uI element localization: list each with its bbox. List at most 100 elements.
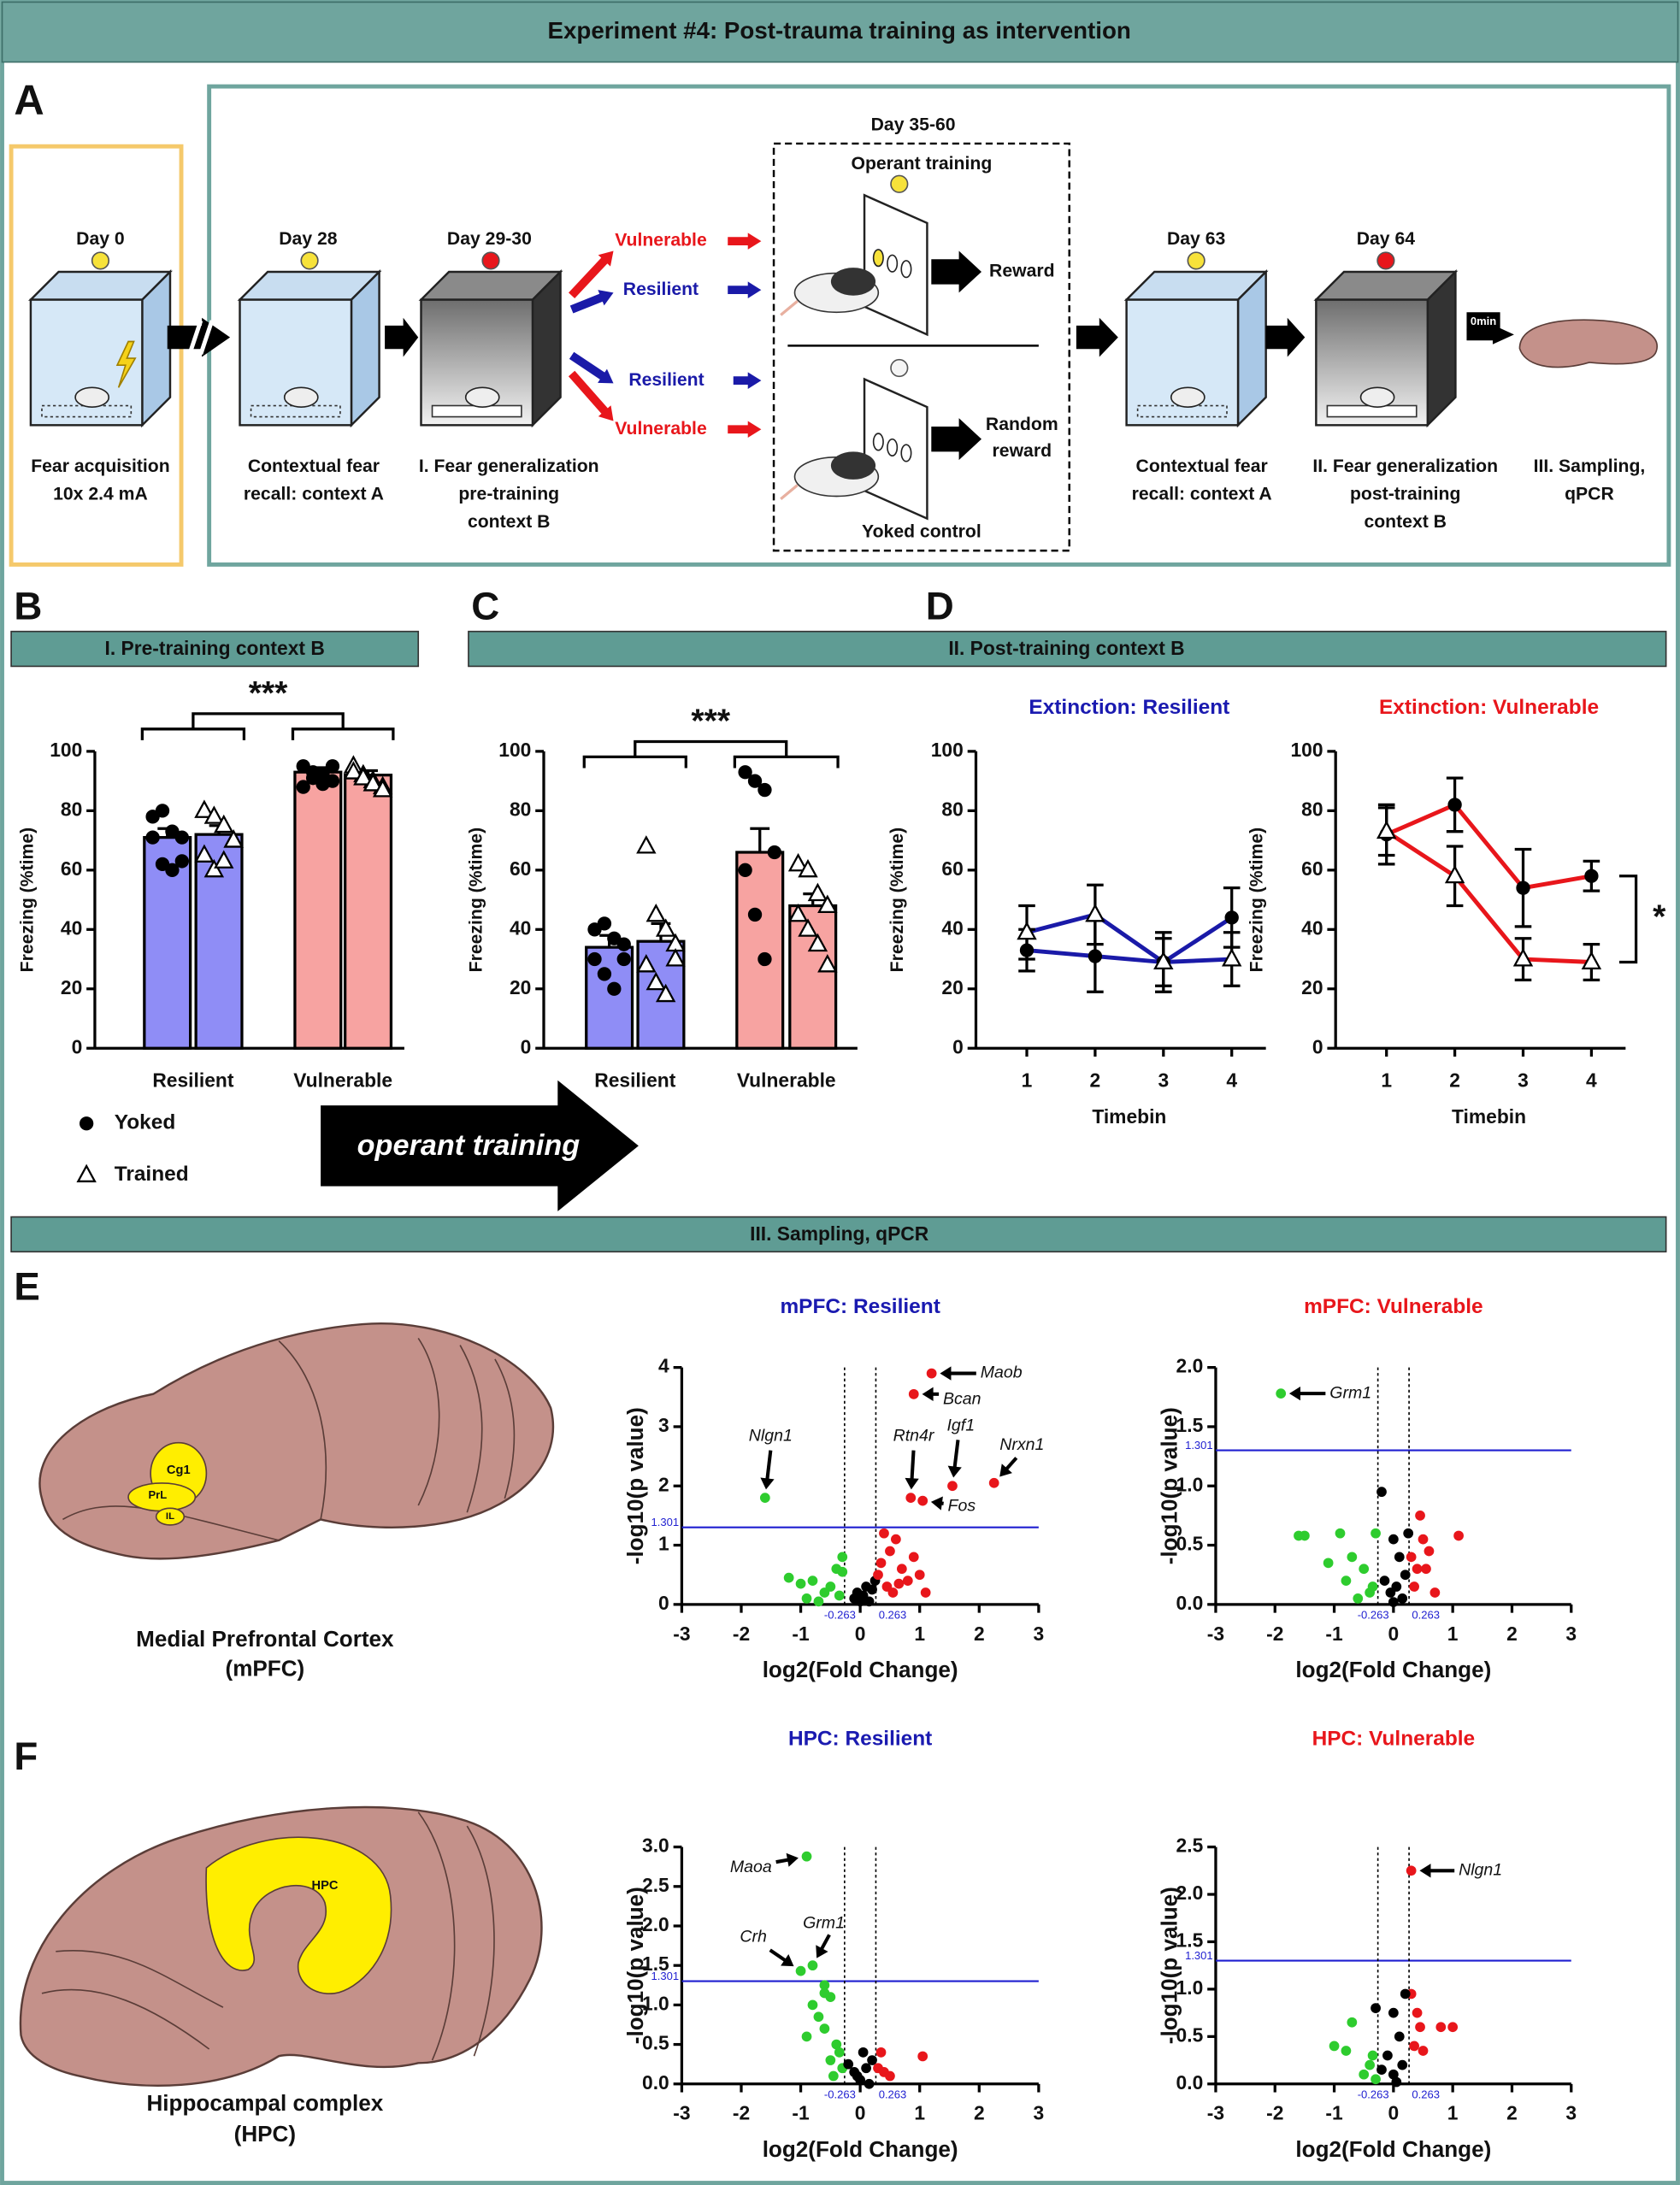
nose-poke bbox=[900, 444, 912, 462]
y-tick-label: 80 bbox=[510, 798, 531, 820]
marker-triangle bbox=[665, 948, 686, 967]
point bbox=[1359, 2069, 1370, 2080]
arrow-shaft bbox=[569, 351, 610, 383]
marker-triangle bbox=[203, 858, 225, 878]
point bbox=[801, 1593, 812, 1604]
section-bar bbox=[468, 630, 1667, 668]
brain-caption: (HPC) bbox=[234, 2121, 296, 2147]
point bbox=[896, 1564, 907, 1575]
point bbox=[861, 2063, 871, 2074]
marker-circle bbox=[155, 804, 170, 818]
point bbox=[1359, 1564, 1370, 1575]
nose-poke bbox=[900, 260, 912, 279]
point bbox=[795, 1578, 806, 1589]
panel-label: C bbox=[471, 585, 499, 628]
point bbox=[807, 1999, 818, 2011]
y-tick-label: 80 bbox=[61, 798, 82, 820]
mouse bbox=[1170, 386, 1205, 408]
y-tick-label: 20 bbox=[1301, 976, 1323, 998]
break bbox=[198, 320, 215, 355]
marker-triangle bbox=[343, 761, 364, 780]
caption: Contextual fear bbox=[248, 456, 380, 476]
day-label: Day 63 bbox=[1167, 229, 1226, 249]
marker-triangle bbox=[1221, 948, 1242, 967]
marker-triangle bbox=[1512, 948, 1534, 967]
point bbox=[837, 1552, 848, 1563]
mouse bbox=[1359, 386, 1395, 408]
marker-triangle bbox=[1581, 951, 1602, 969]
arrow-head bbox=[747, 372, 762, 389]
panel-label: A bbox=[14, 78, 44, 124]
gene-label: Crh bbox=[740, 1928, 767, 1946]
y-tick-label: 80 bbox=[941, 798, 963, 820]
x-tick-label: 1 bbox=[1447, 2102, 1459, 2124]
arrow-head bbox=[1288, 1386, 1301, 1401]
day-label: Day 29-30 bbox=[447, 229, 532, 249]
point bbox=[819, 1988, 830, 1999]
point bbox=[1379, 1575, 1390, 1586]
y-tick-label: 60 bbox=[941, 857, 963, 880]
y-tick-label: 60 bbox=[61, 857, 82, 880]
point bbox=[831, 2039, 842, 2050]
point bbox=[879, 1528, 889, 1539]
y-tick-label: 0 bbox=[658, 1592, 669, 1614]
x-tick-label: -1 bbox=[792, 2102, 810, 2124]
caption: II. Fear generalization bbox=[1312, 456, 1498, 476]
marker-circle bbox=[587, 951, 602, 967]
point bbox=[926, 1368, 937, 1379]
training-box bbox=[772, 142, 1070, 552]
bulb bbox=[1376, 251, 1395, 270]
x-tick-label: 3 bbox=[1565, 2102, 1577, 2124]
day-label: Day 64 bbox=[1357, 229, 1416, 249]
x-tick-label: -1 bbox=[792, 1623, 810, 1645]
chart-title: HPC: Vulnerable bbox=[1312, 1727, 1476, 1750]
marker-circle bbox=[1447, 798, 1462, 812]
panel-label: F bbox=[14, 1734, 38, 1778]
x-axis-label: log2(Fold Change) bbox=[1295, 2136, 1491, 2162]
point bbox=[807, 1960, 818, 1971]
marker-triangle bbox=[1444, 864, 1465, 884]
marker-circle bbox=[738, 863, 752, 877]
marker-triangle bbox=[203, 805, 225, 824]
delay-label: 0min bbox=[1471, 315, 1496, 327]
point bbox=[807, 1575, 818, 1586]
gene-label: Maoa bbox=[730, 1858, 772, 1876]
group-label: Resilient bbox=[628, 370, 704, 390]
panel-label: B bbox=[14, 585, 42, 628]
point bbox=[1367, 1581, 1378, 1592]
arrow-head bbox=[747, 421, 762, 439]
point bbox=[917, 1495, 928, 1506]
arrow-head bbox=[816, 1945, 828, 1958]
point bbox=[1418, 1534, 1429, 1545]
point bbox=[843, 2058, 854, 2070]
chart-title: Extinction: Resilient bbox=[1029, 696, 1229, 719]
point bbox=[1365, 2059, 1376, 2070]
yoked-label: Yoked control bbox=[862, 521, 981, 541]
cube-side bbox=[350, 269, 380, 428]
y-tick-label: 1.0 bbox=[1176, 1473, 1204, 1495]
y-tick-label: 1.0 bbox=[1176, 1976, 1204, 1999]
marker-triangle bbox=[214, 814, 234, 833]
region-label: HPC bbox=[312, 1879, 339, 1893]
marker-circle bbox=[174, 830, 189, 845]
x-tick-label: 3 bbox=[1034, 2102, 1045, 2124]
marker-circle bbox=[757, 951, 772, 967]
x-tick-label: 3 bbox=[1565, 1623, 1577, 1645]
marker-triangle bbox=[194, 844, 215, 863]
marker-circle bbox=[616, 951, 631, 967]
x-tick-label: 2 bbox=[1449, 1069, 1460, 1091]
point bbox=[1406, 1552, 1417, 1563]
caption: recall: context A bbox=[1132, 484, 1272, 504]
x-tick-label: -3 bbox=[1207, 1623, 1224, 1645]
arrow-head bbox=[760, 1477, 775, 1490]
point bbox=[887, 1587, 899, 1598]
caption: post-training bbox=[1350, 484, 1460, 504]
bar bbox=[735, 851, 785, 1050]
caption: context B bbox=[468, 512, 551, 532]
point bbox=[1406, 1865, 1417, 1876]
brain-caption: Hippocampal complex bbox=[146, 2090, 383, 2116]
threshold-label: 1.301 bbox=[1185, 1949, 1213, 1962]
marker-circle bbox=[1088, 949, 1103, 963]
marker-triangle bbox=[787, 852, 809, 872]
section-bar bbox=[10, 1216, 1667, 1253]
